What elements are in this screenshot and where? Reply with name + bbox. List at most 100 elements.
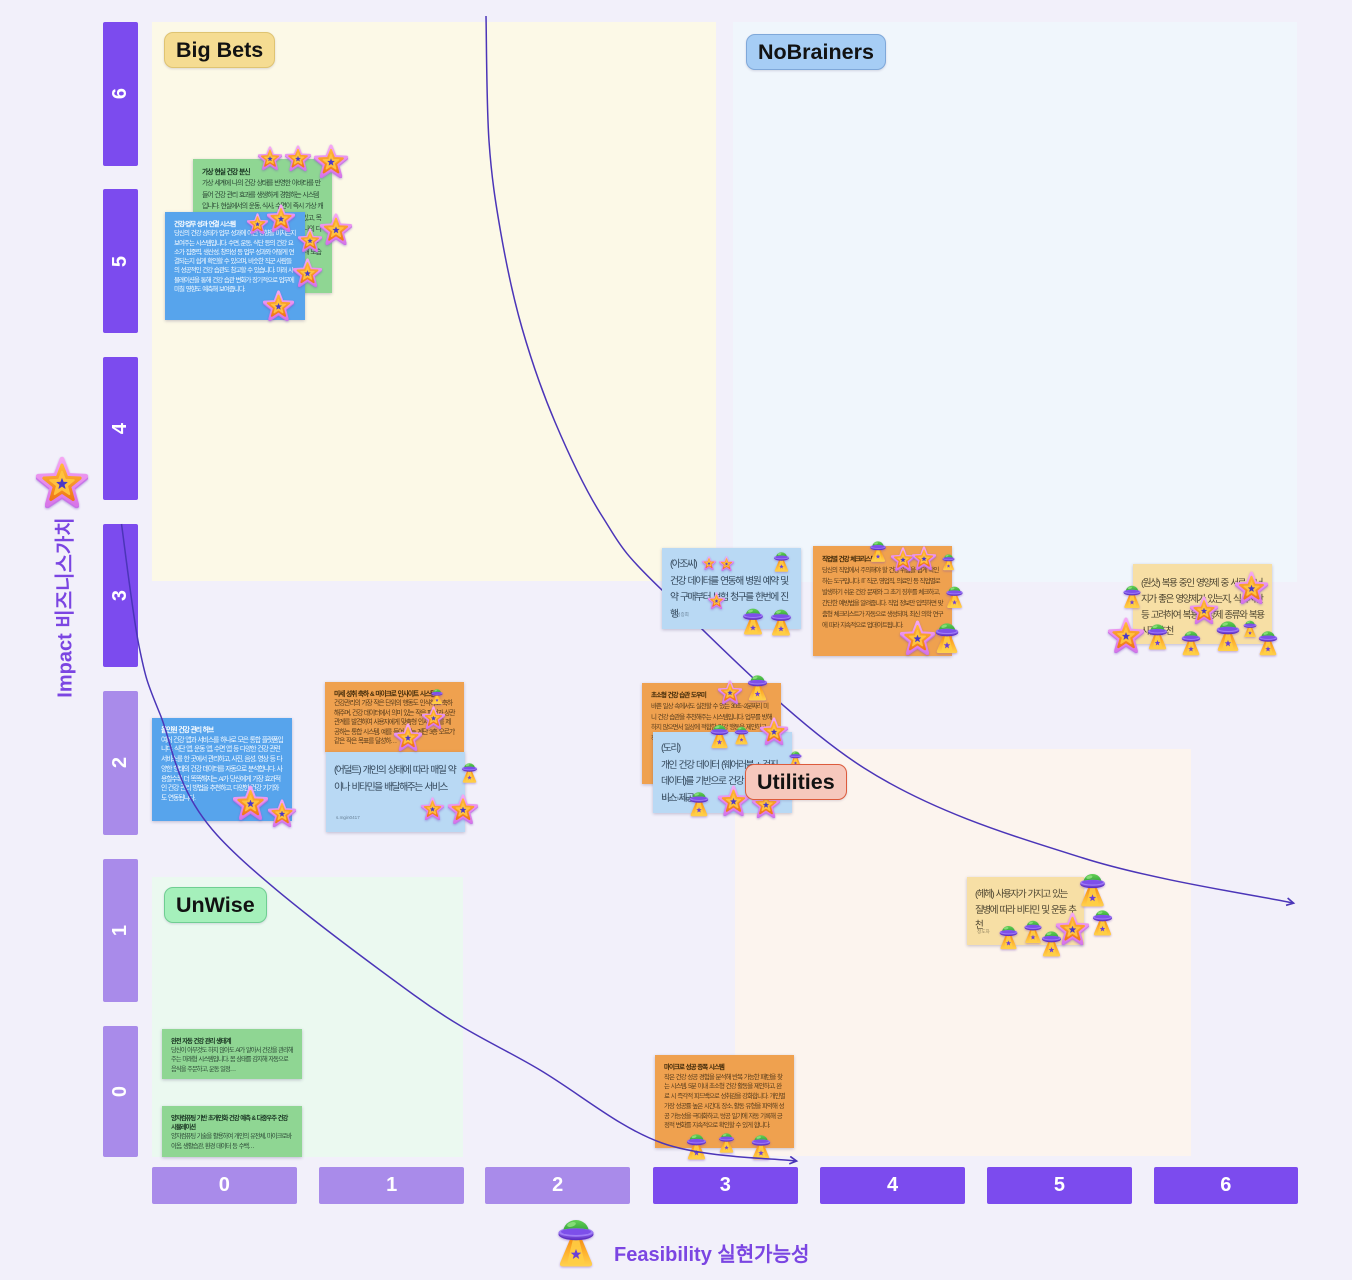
ufo-sticker bbox=[707, 720, 732, 749]
star-sticker bbox=[912, 546, 936, 570]
quadrant-chip-utilities[interactable]: Utilities bbox=[745, 764, 847, 800]
ufo-sticker bbox=[771, 548, 792, 572]
star-sticker bbox=[1108, 617, 1144, 653]
axis-block-value: 1 bbox=[109, 924, 131, 936]
star-sticker bbox=[1234, 570, 1268, 604]
note-title: 가상 현실 건강 분신 bbox=[202, 169, 251, 176]
star-sticker bbox=[268, 799, 296, 827]
impact-axis-block-3: 3 bbox=[103, 523, 138, 668]
feasibility-axis-block-1: 1 bbox=[319, 1167, 464, 1204]
ufo-sticker bbox=[1089, 905, 1116, 936]
quadrant-chip-nobrainers[interactable]: NoBrainers bbox=[746, 34, 886, 70]
ufo-sticker bbox=[943, 582, 966, 609]
ufo-sticker bbox=[1075, 867, 1110, 908]
star-sticker bbox=[314, 144, 348, 178]
star-sticker bbox=[298, 228, 322, 252]
axis-block-value: 3 bbox=[719, 1174, 731, 1196]
axis-block-value: 2 bbox=[109, 757, 131, 769]
star-sticker bbox=[285, 145, 311, 171]
feasibility-axis-block-2: 2 bbox=[485, 1167, 630, 1204]
ufo-sticker bbox=[1255, 626, 1281, 656]
ufo-sticker bbox=[744, 670, 771, 701]
ufo-sticker bbox=[867, 537, 889, 563]
feasibility-axis-label: Feasibility 실현가능성 bbox=[614, 1244, 810, 1266]
impact-axis-block-4: 4 bbox=[103, 356, 138, 501]
star-sticker bbox=[718, 680, 742, 704]
axis-block-value: 3 bbox=[109, 590, 131, 602]
ufo-sticker bbox=[767, 604, 795, 636]
note-body: (어덜트) 개인의 상태에 따라 매일 약이나 비타민을 배달해주는 서비스 bbox=[334, 765, 457, 793]
feasibility-axis-block-6: 6 bbox=[1153, 1167, 1298, 1204]
ufo-sticker bbox=[459, 759, 480, 783]
quadrant-chip-big-bets[interactable]: Big Bets bbox=[164, 32, 276, 68]
impact-axis-block-1: 1 bbox=[103, 858, 138, 1002]
impact-axis-block-5: 5 bbox=[103, 189, 138, 333]
ufo-sticker bbox=[1144, 619, 1171, 650]
ufo-sticker bbox=[931, 617, 963, 654]
ufo-sticker bbox=[739, 603, 767, 635]
impact-axis-star-icon bbox=[36, 456, 88, 508]
note-author: 청도자 bbox=[977, 928, 990, 934]
note-title: 완전 자동 건강 관리 생태계 bbox=[171, 1038, 232, 1045]
note-title: 올인원 건강 관리 허브 bbox=[161, 727, 214, 734]
axis-block-value: 6 bbox=[1220, 1174, 1232, 1196]
ufo-sticker bbox=[686, 787, 712, 817]
feasibility-axis-block-3: 3 bbox=[653, 1167, 798, 1204]
star-sticker bbox=[246, 212, 268, 234]
quadrant-nobrainers bbox=[733, 22, 1297, 582]
axis-block-value: 2 bbox=[552, 1174, 564, 1196]
axis-block-value: 4 bbox=[886, 1174, 899, 1196]
star-sticker bbox=[262, 289, 294, 321]
star-sticker bbox=[702, 556, 716, 570]
ufo-sticker bbox=[683, 1129, 710, 1160]
sticky-note-quantum-simulation[interactable]: 양자컴퓨팅 기반 초개인화 건강 예측 & 다중우주 건강 시뮬레이션 양자컴퓨팅… bbox=[162, 1106, 302, 1157]
star-sticker bbox=[899, 620, 935, 655]
star-sticker bbox=[448, 794, 478, 824]
note-author: s.mgin0417 bbox=[336, 814, 360, 820]
feasibility-axis-block-0: 0 bbox=[152, 1167, 297, 1204]
axis-block-value: 0 bbox=[109, 1085, 131, 1097]
star-sticker bbox=[717, 784, 749, 816]
axis-block-value: 4 bbox=[109, 422, 131, 434]
star-sticker bbox=[320, 213, 352, 245]
star-sticker bbox=[760, 717, 788, 745]
feasibility-axis-block-5: 5 bbox=[987, 1167, 1132, 1204]
star-sticker bbox=[420, 796, 444, 820]
ufo-sticker bbox=[1178, 626, 1204, 656]
star-sticker bbox=[232, 785, 268, 820]
star-sticker bbox=[421, 705, 445, 729]
ufo-sticker bbox=[716, 1129, 737, 1153]
ufo-sticker bbox=[748, 1130, 774, 1160]
axis-block-value: 6 bbox=[109, 88, 131, 100]
ufo-sticker bbox=[732, 723, 751, 745]
axis-block-value: 5 bbox=[109, 255, 131, 267]
feasibility-axis-block-4: 4 bbox=[820, 1167, 965, 1204]
star-sticker bbox=[718, 555, 734, 571]
note-body: 작은 건강 성공 경험을 분석해 반복 가능한 패턴을 찾는 시스템. 5분 이… bbox=[664, 1073, 786, 1130]
quadrant-utilities bbox=[735, 749, 1191, 1156]
impact-axis-block-2: 2 bbox=[103, 691, 138, 835]
ufo-sticker bbox=[429, 686, 445, 705]
note-title: 양자컴퓨팅 기반 초개인화 건강 예측 & 다중우주 건강 시뮬레이션 bbox=[171, 1115, 288, 1132]
impact-axis-block-0: 0 bbox=[103, 1025, 138, 1157]
note-body: 당신이 아무것도 하지 않아도 AI가 알아서 건강을 관리해주는 미래형 시스… bbox=[171, 1047, 294, 1073]
star-sticker bbox=[394, 723, 422, 751]
ufo-sticker bbox=[996, 921, 1021, 950]
star-sticker bbox=[267, 204, 295, 232]
sticky-note-adult-delivery[interactable]: (어덜트) 개인의 상태에 따라 매일 약이나 비타민을 배달해주는 서비스 s.… bbox=[326, 752, 465, 832]
impact-axis-label: Impact 비즈니스가치 bbox=[54, 517, 77, 698]
feasibility-axis-ufo-icon bbox=[551, 1210, 601, 1268]
quadrant-chip-unwise[interactable]: UnWise bbox=[164, 887, 267, 923]
ufo-sticker bbox=[940, 551, 957, 571]
ufo-sticker bbox=[1212, 615, 1244, 652]
note-title: 마이크로 성공 증폭 시스템 bbox=[664, 1064, 725, 1071]
ufo-sticker bbox=[1038, 926, 1065, 957]
star-sticker bbox=[292, 257, 322, 287]
axis-block-value: 1 bbox=[386, 1174, 398, 1196]
star-sticker bbox=[258, 146, 282, 170]
axis-block-value: 5 bbox=[1053, 1174, 1065, 1196]
star-sticker bbox=[707, 591, 725, 609]
ufo-sticker bbox=[1120, 581, 1144, 609]
